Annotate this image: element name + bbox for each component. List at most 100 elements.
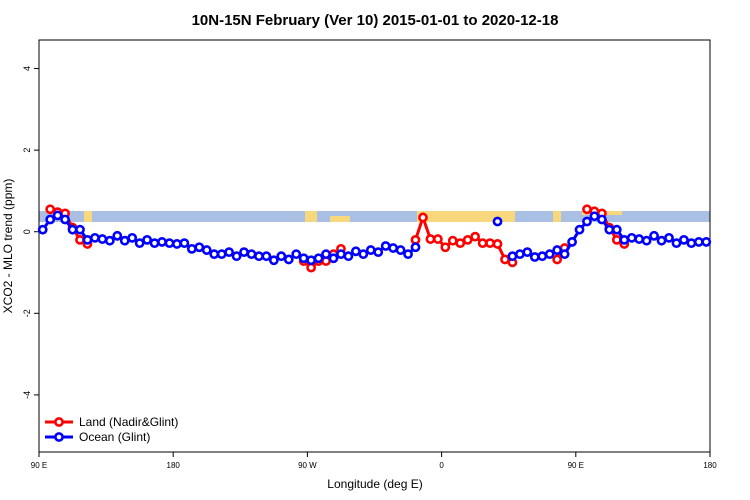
x-tick-label: 90 E <box>31 461 47 470</box>
point <box>52 210 63 221</box>
point <box>119 235 130 246</box>
point <box>373 247 384 258</box>
point <box>440 242 451 253</box>
land-patch <box>417 211 515 222</box>
point <box>216 249 227 260</box>
point <box>589 211 600 222</box>
point <box>276 251 287 262</box>
point <box>552 245 563 255</box>
point <box>358 249 369 260</box>
y-tick-label: -2 <box>22 309 32 317</box>
point <box>611 234 622 245</box>
point <box>567 237 577 247</box>
point <box>425 234 436 244</box>
point <box>619 234 630 245</box>
point <box>186 243 197 254</box>
point <box>656 235 667 246</box>
land-patch <box>553 211 561 222</box>
point <box>544 249 555 260</box>
land-patch <box>330 216 350 222</box>
point <box>231 251 242 262</box>
point <box>611 224 622 235</box>
point <box>380 241 391 251</box>
point <box>492 216 503 227</box>
point <box>172 239 182 249</box>
point <box>60 214 70 225</box>
legend-marker <box>54 417 64 427</box>
point <box>485 238 495 249</box>
ocean-strip <box>39 211 710 222</box>
point <box>306 255 317 266</box>
point <box>134 238 145 249</box>
legend-marker <box>54 432 64 442</box>
map-strip <box>39 211 710 222</box>
y-tick-label: 2 <box>22 148 32 153</box>
point <box>671 238 682 249</box>
point <box>477 238 488 249</box>
point <box>179 238 190 249</box>
point <box>283 254 294 265</box>
point <box>90 232 100 243</box>
point <box>455 238 466 249</box>
point <box>291 249 302 260</box>
point <box>626 232 637 243</box>
point <box>37 224 48 235</box>
point <box>194 242 205 253</box>
point <box>239 247 249 258</box>
point <box>596 214 607 225</box>
point <box>261 251 272 262</box>
point <box>82 234 93 245</box>
point <box>559 249 570 260</box>
point <box>104 235 115 246</box>
plot-frame <box>38 39 711 453</box>
legend-label: Ocean (Glint) <box>79 430 150 444</box>
point <box>701 237 712 247</box>
land-patch <box>305 211 317 222</box>
point <box>97 234 108 244</box>
point <box>75 234 85 245</box>
point <box>604 224 615 235</box>
point <box>388 243 399 253</box>
y-tick-label: 0 <box>22 229 32 234</box>
point <box>343 251 354 262</box>
x-tick-label: 180 <box>167 461 181 470</box>
point <box>447 235 458 246</box>
x-tick-label: 90 W <box>298 461 317 470</box>
point <box>201 245 212 255</box>
point <box>45 214 56 225</box>
point <box>142 234 153 245</box>
point <box>418 212 428 223</box>
point <box>641 235 652 246</box>
point <box>403 249 413 260</box>
legend-label: Land (Nadir&Glint) <box>79 415 178 429</box>
point <box>224 247 235 258</box>
x-tick-label: 0 <box>439 461 444 470</box>
point <box>649 230 659 241</box>
point <box>686 238 697 249</box>
point <box>75 224 85 235</box>
point <box>529 252 540 262</box>
point <box>582 204 592 215</box>
point <box>492 239 503 249</box>
point <box>149 238 160 249</box>
point <box>67 224 78 235</box>
x-axis-label: Longitude (deg E) <box>327 477 422 491</box>
point <box>336 249 346 260</box>
point <box>552 254 563 265</box>
x-tick-label: 180 <box>703 461 717 470</box>
point <box>209 249 220 260</box>
point <box>365 245 376 255</box>
point <box>45 204 56 215</box>
point <box>164 238 175 249</box>
point <box>514 249 525 260</box>
point <box>693 237 704 247</box>
y-axis-label: XCO2 - MLO trend (ppm) <box>1 179 15 314</box>
point <box>313 253 324 264</box>
point <box>679 234 689 245</box>
point <box>321 249 331 260</box>
point <box>432 234 443 244</box>
point <box>246 249 257 260</box>
land-patch <box>84 211 92 222</box>
point <box>350 246 361 257</box>
